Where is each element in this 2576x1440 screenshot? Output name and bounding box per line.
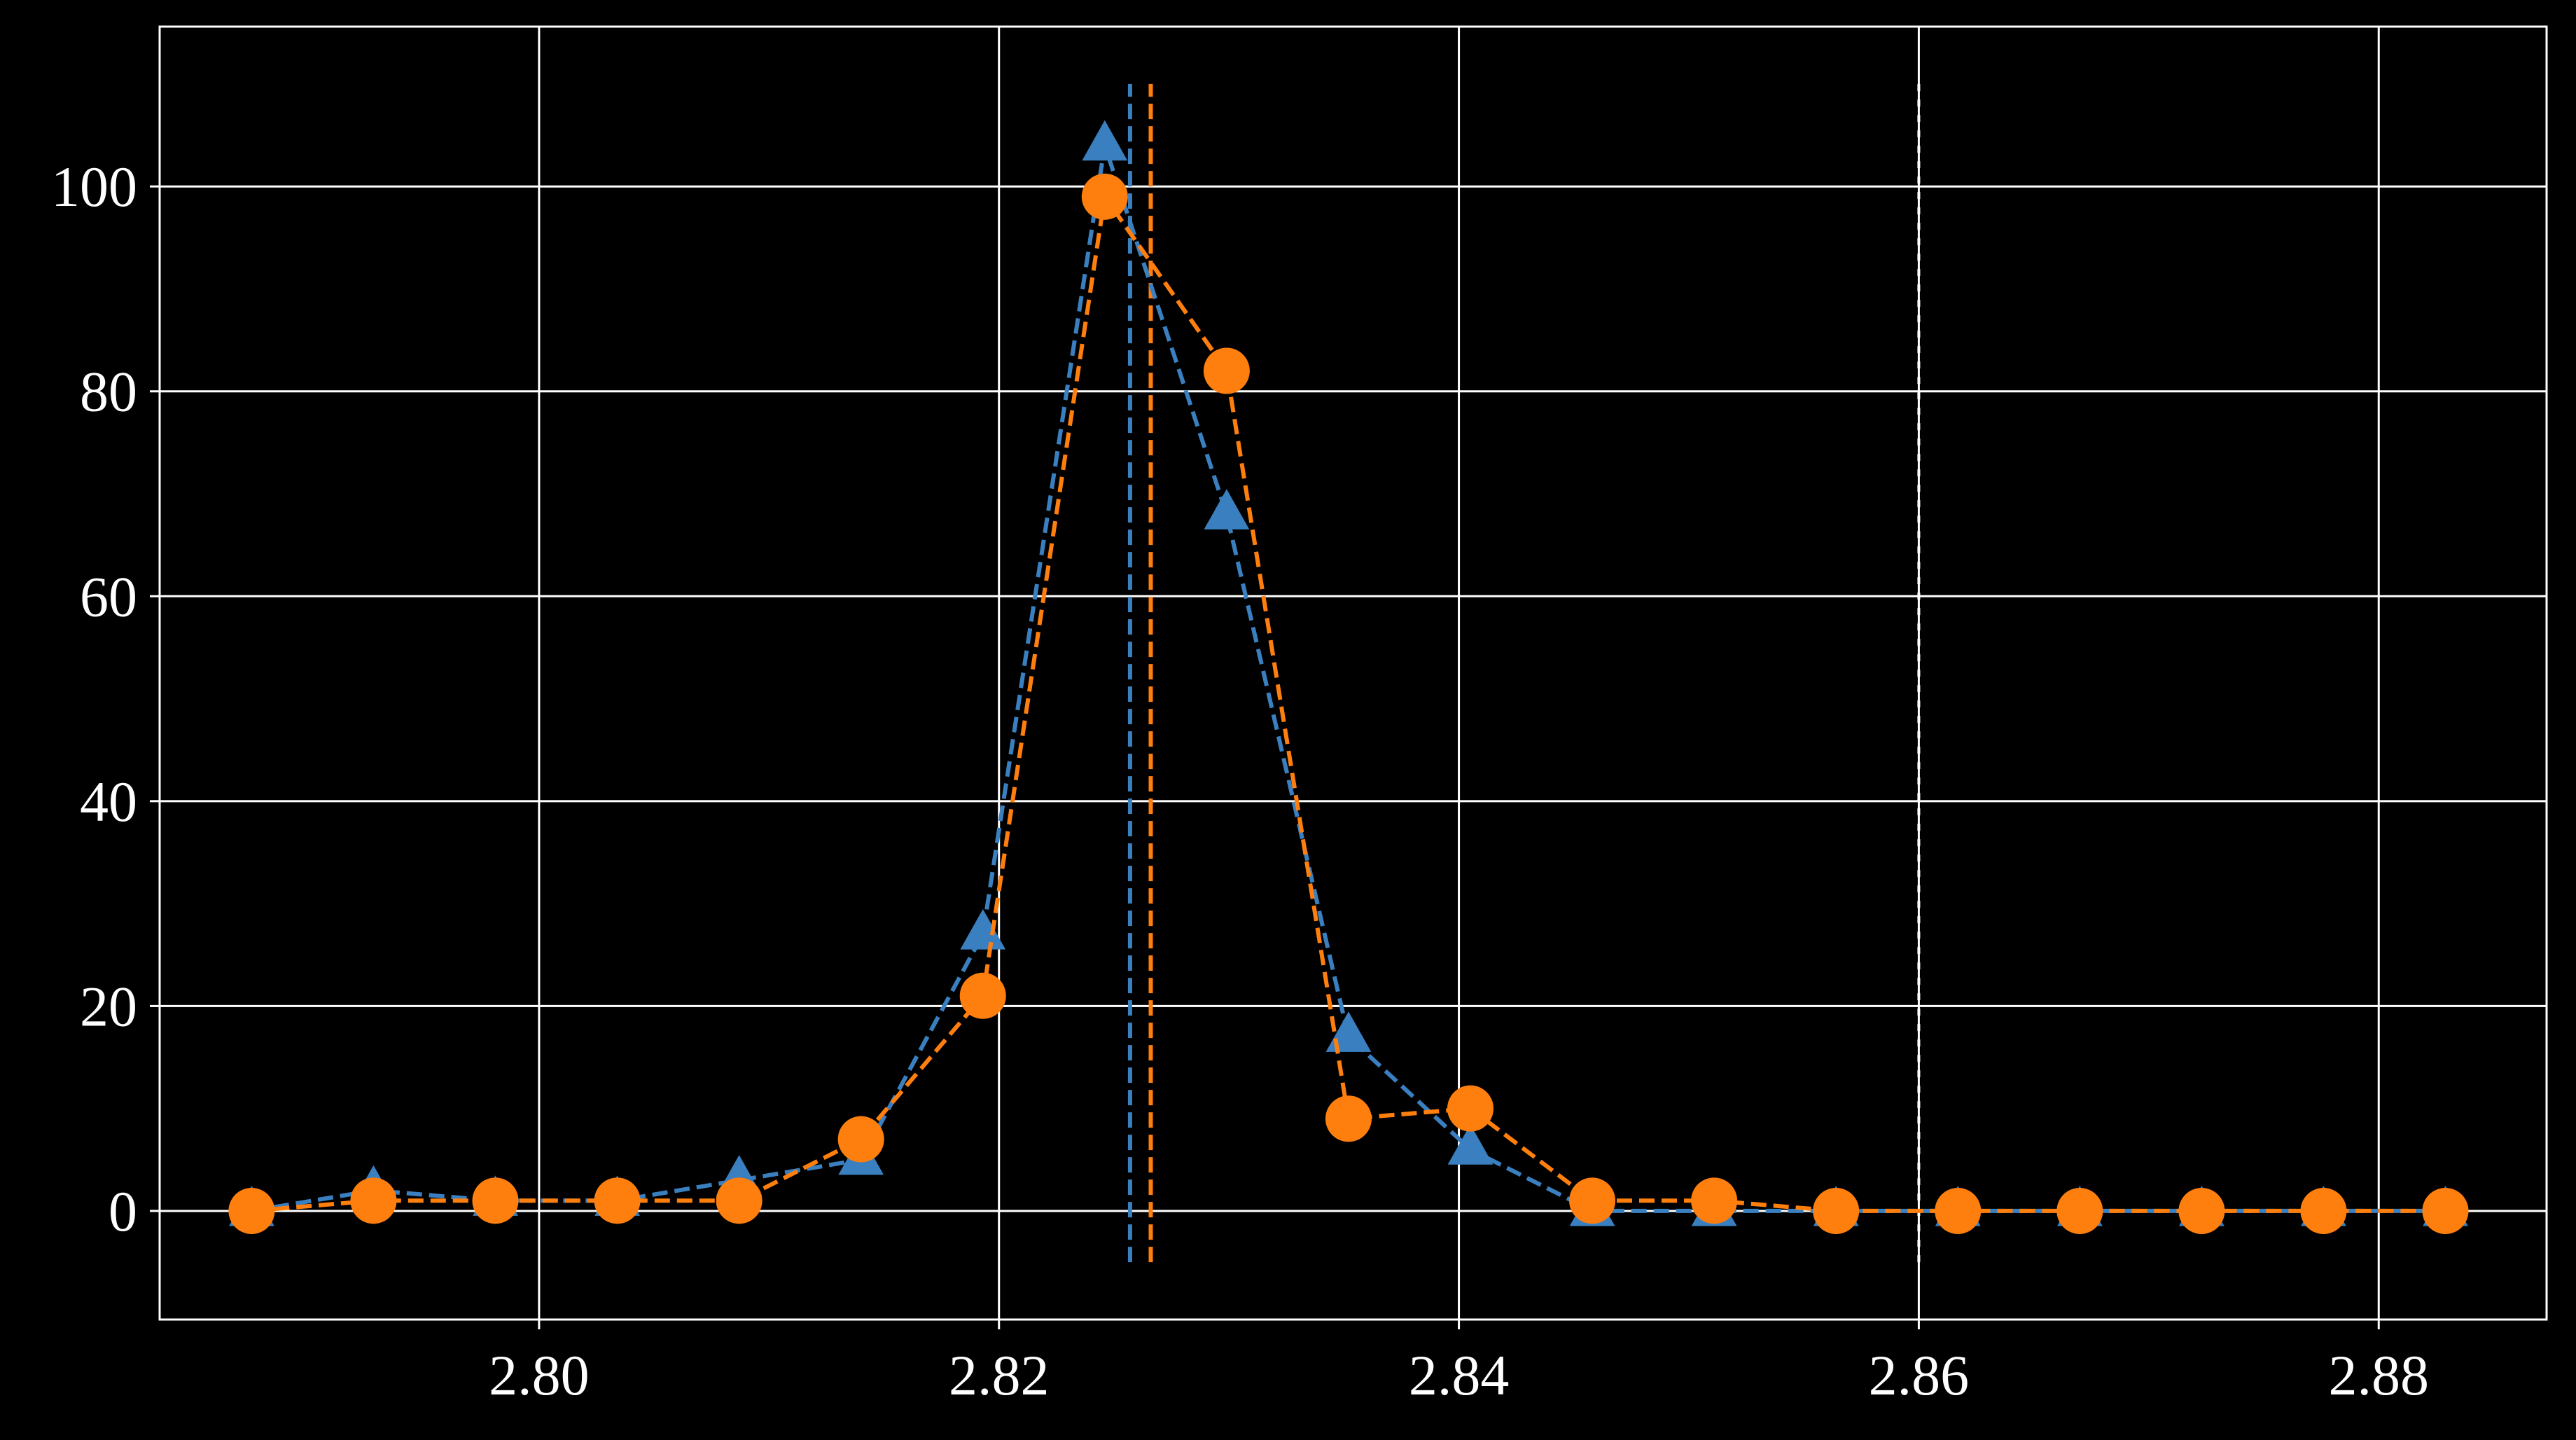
data-point-circle	[1447, 1085, 1494, 1132]
data-point-circle	[1935, 1187, 1982, 1234]
data-point-triangle	[960, 909, 1006, 950]
x-tick-label: 2.82	[949, 1343, 1050, 1407]
reference-lines	[1127, 83, 1921, 1263]
data-point-triangle	[1447, 1124, 1494, 1165]
data-point-circle	[959, 972, 1006, 1019]
x-tick-label: 2.88	[2329, 1343, 2430, 1407]
y-tick-label: 60	[80, 565, 137, 628]
x-tick-label: 2.80	[489, 1343, 590, 1407]
x-tick-label: 2.84	[1409, 1343, 1510, 1407]
grid	[160, 27, 2547, 1320]
data-point-circle	[1203, 347, 1250, 394]
data-point-circle	[1569, 1177, 1616, 1224]
data-point-circle	[837, 1116, 884, 1163]
data-point-circle	[1813, 1187, 1860, 1234]
y-tick-label: 80	[80, 360, 137, 424]
ticks: 2.80 2.82 2.84 2.86 2.88 0 20 40 60 80 100	[51, 155, 2429, 1407]
plot-area-frame	[158, 25, 2548, 1321]
y-tick-label: 100	[51, 155, 137, 219]
y-tick-label: 0	[109, 1179, 137, 1243]
data-point-circle	[716, 1177, 763, 1224]
data-point-circle	[472, 1177, 519, 1224]
data-point-triangle	[1204, 489, 1250, 529]
data-point-circle	[2056, 1187, 2103, 1234]
data-point-circle	[1691, 1177, 1738, 1224]
data-point-circle	[228, 1187, 275, 1234]
data-point-circle	[594, 1177, 641, 1224]
y-tick-label: 40	[80, 770, 137, 833]
data-point-circle	[2178, 1187, 2225, 1234]
data-point-circle	[1081, 173, 1128, 220]
x-tick-label: 2.86	[1869, 1343, 1970, 1407]
data-point-circle	[1325, 1095, 1372, 1142]
data-point-triangle	[1082, 120, 1128, 161]
y-tick-label: 20	[80, 974, 137, 1038]
data-point-circle	[2300, 1187, 2347, 1234]
series-group	[228, 120, 2469, 1234]
series-2	[228, 173, 2469, 1234]
data-point-circle	[350, 1177, 397, 1224]
data-point-circle	[2422, 1187, 2469, 1234]
